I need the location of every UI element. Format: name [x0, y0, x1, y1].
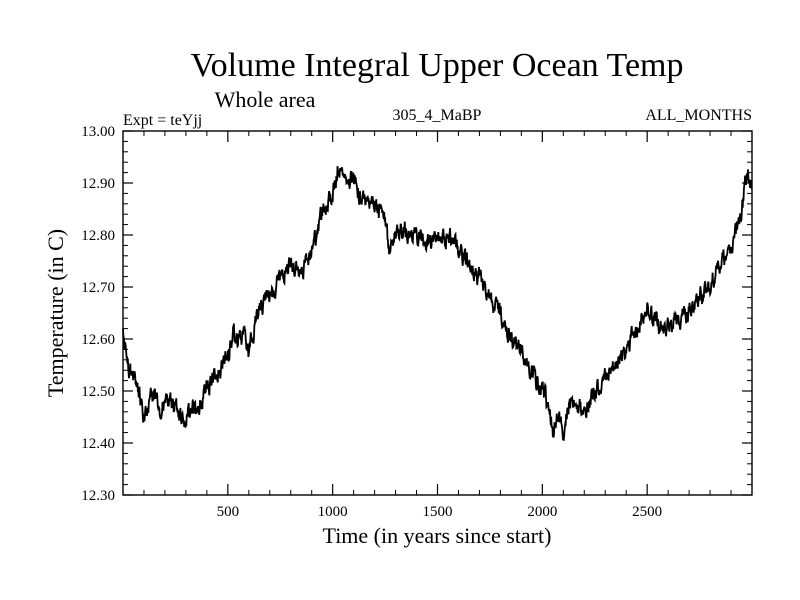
x-tick-label-2500: 2500: [632, 504, 662, 520]
x-axis-label: Time (in years since start): [323, 523, 552, 548]
scenario-label: 305_4_MaBP: [393, 107, 482, 124]
y-axis-tick-labels: 12.30 12.40 12.50 12.60 12.70 12.80 12.90 13.00: [81, 124, 115, 504]
chart-title: Volume Integral Upper Ocean Temp: [191, 47, 684, 84]
y-tick-label-12.70: 12.70: [81, 280, 115, 296]
x-tick-label-500: 500: [217, 504, 240, 520]
x-tick-label-1000: 1000: [318, 504, 348, 520]
x-axis-tick-labels: 500 1000 1500 2000 2500: [217, 504, 663, 520]
y-tick-label-12.60: 12.60: [81, 332, 115, 348]
y-tick-label-12.40: 12.40: [81, 436, 115, 452]
y-tick-label-12.50: 12.50: [81, 384, 115, 400]
y-axis-ticks: [123, 130, 752, 496]
x-tick-label-1500: 1500: [423, 504, 453, 520]
y-tick-label-13.00: 13.00: [81, 124, 115, 140]
y-tick-label-12.30: 12.30: [81, 488, 115, 504]
y-tick-label-12.90: 12.90: [81, 176, 115, 192]
y-axis-label: Temperature (in C): [43, 229, 68, 397]
y-tick-label-12.80: 12.80: [81, 228, 115, 244]
chart-subtitle: Whole area: [215, 87, 316, 112]
months-label: ALL_MONTHS: [645, 107, 752, 124]
experiment-label: Expt = teYjj: [123, 112, 202, 129]
x-axis-ticks: [143, 131, 732, 495]
x-tick-label-2000: 2000: [527, 504, 557, 520]
temperature-series-line: [122, 166, 753, 441]
